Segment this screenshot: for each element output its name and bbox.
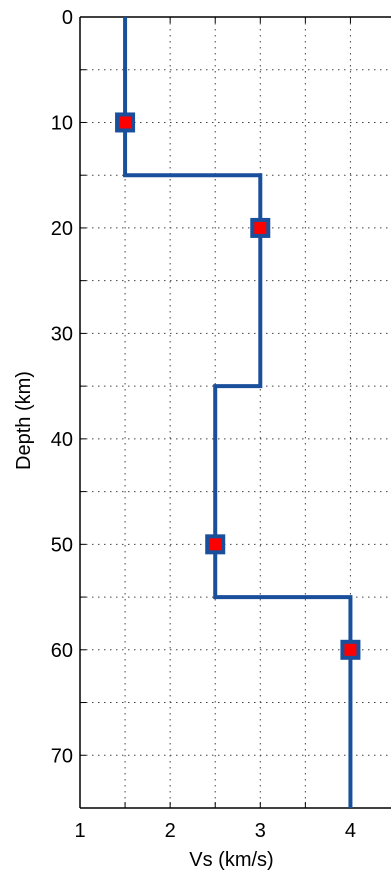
data-point-marker xyxy=(250,217,271,238)
data-point-marker xyxy=(340,639,361,660)
series xyxy=(115,17,361,808)
vs-profile-line xyxy=(123,17,353,808)
data-point-marker xyxy=(205,534,226,555)
y-tick-label: 10 xyxy=(51,112,73,134)
data-point-marker xyxy=(115,112,136,133)
y-axis-label: Depth (km) xyxy=(13,371,35,470)
x-tick-label: 1 xyxy=(74,820,85,842)
x-tick-label: 2 xyxy=(165,820,176,842)
y-tick-label: 60 xyxy=(51,640,73,662)
y-tick-label: 40 xyxy=(51,429,73,451)
x-tick-label: 4 xyxy=(345,820,356,842)
y-tick-label: 70 xyxy=(51,745,73,767)
x-axis-label: Vs (km/s) xyxy=(189,849,273,871)
y-tick-label: 20 xyxy=(51,218,73,240)
y-tick-label: 30 xyxy=(51,323,73,345)
y-tick-label: 50 xyxy=(51,534,73,556)
y-tick-label: 0 xyxy=(62,7,73,29)
x-tick-label: 3 xyxy=(255,820,266,842)
